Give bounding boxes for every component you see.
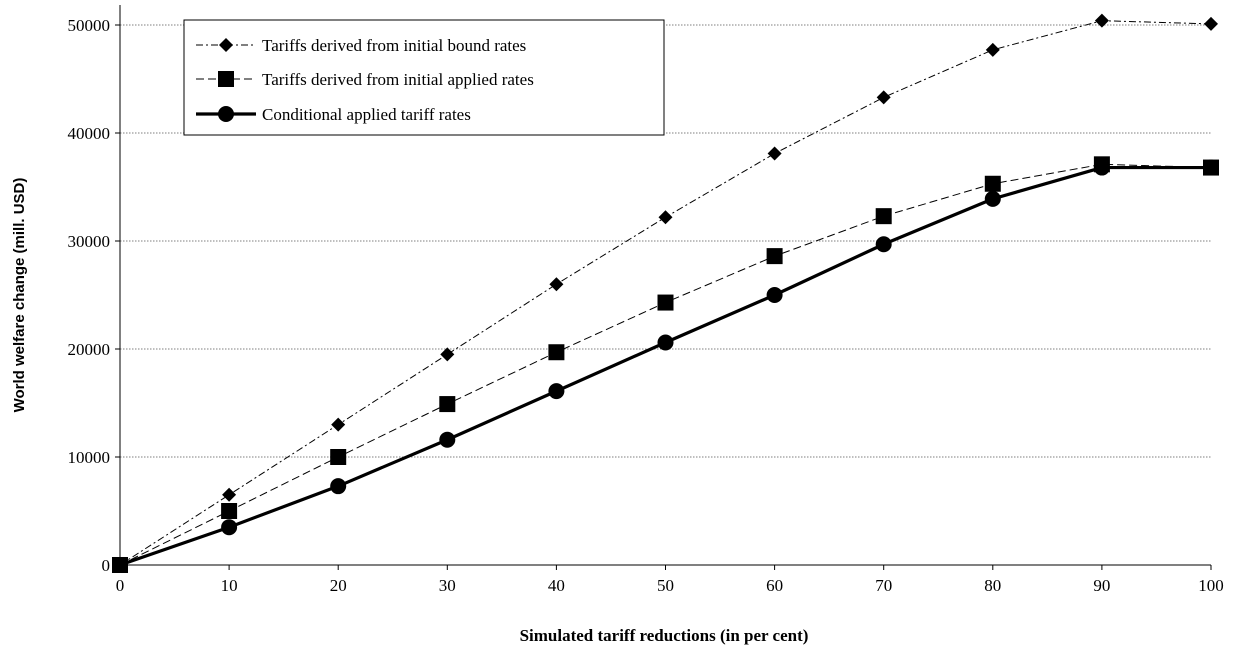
circle-marker-point xyxy=(984,190,1001,207)
y-axis-label: World welfare change (mill. USD) xyxy=(11,178,28,413)
y-tick-label: 50000 xyxy=(68,16,111,35)
circle-marker-point xyxy=(1093,159,1110,176)
diamond-marker-point xyxy=(1094,13,1109,28)
diamond-marker-point xyxy=(440,347,455,362)
circle-marker-point xyxy=(1203,159,1219,176)
x-tick-label: 60 xyxy=(766,576,783,595)
legend-label: Tariffs derived from initial bound rates xyxy=(262,36,526,55)
x-tick-label: 10 xyxy=(221,576,238,595)
legend-box xyxy=(183,19,665,136)
x-tick-label: 100 xyxy=(1198,576,1224,595)
diamond-marker-point xyxy=(658,210,673,225)
y-tick-label: 30000 xyxy=(68,232,111,251)
x-tick-label: 30 xyxy=(439,576,456,595)
circle-marker-point xyxy=(221,519,238,536)
y-tick-label: 40000 xyxy=(68,124,111,143)
x-tick-label: 70 xyxy=(875,576,892,595)
square-marker-point xyxy=(439,396,456,413)
diamond-marker-point xyxy=(549,277,564,292)
square-marker-point xyxy=(766,248,783,265)
circle-marker-point xyxy=(766,287,783,303)
square-marker-point xyxy=(984,175,1001,192)
diamond-marker-point xyxy=(331,417,346,432)
circle-marker-point xyxy=(330,478,347,495)
diamond-marker-point xyxy=(222,487,237,502)
diamond-marker-point xyxy=(985,42,1000,57)
y-tick-label: 20000 xyxy=(68,340,111,359)
legend-label: Conditional applied tariff rates xyxy=(262,105,471,124)
circle-marker-point xyxy=(548,383,565,400)
x-tick-label: 50 xyxy=(657,576,674,595)
circle-marker-point xyxy=(875,236,892,253)
diamond-marker-point xyxy=(876,90,891,105)
gridlines xyxy=(120,24,1211,458)
diamond-marker-point xyxy=(767,146,782,161)
data-series xyxy=(112,13,1219,573)
square-marker-point xyxy=(330,449,347,465)
legend-circle-marker xyxy=(218,106,234,122)
diamond-marker-point xyxy=(1204,16,1218,31)
y-tick-label: 10000 xyxy=(68,448,111,467)
x-axis-label: Simulated tariff reductions (in per cent… xyxy=(520,626,809,645)
y-tick-labels: 0 10000 20000 30000 40000 50000 xyxy=(68,16,111,575)
y-tick-label: 0 xyxy=(102,556,111,575)
circle-marker-point xyxy=(657,334,674,351)
square-marker-point xyxy=(875,208,892,225)
x-tick-label: 90 xyxy=(1093,576,1110,595)
x-tick-labels: 0 10 20 30 40 50 60 70 80 90 100 xyxy=(116,576,1224,595)
x-tick-label: 20 xyxy=(330,576,347,595)
legend: Tariffs derived from initial bound rates… xyxy=(183,19,665,136)
legend-diamond-marker xyxy=(219,38,233,52)
legend-label: Tariffs derived from initial applied rat… xyxy=(262,70,534,89)
axes xyxy=(115,5,1212,570)
square-marker-point xyxy=(657,294,674,311)
x-tick-label: 0 xyxy=(116,576,125,595)
legend-square-marker xyxy=(218,71,234,87)
series-line-circle xyxy=(119,165,1211,567)
circle-marker-point xyxy=(112,557,128,573)
square-marker-point xyxy=(221,503,238,519)
x-tick-label: 80 xyxy=(984,576,1001,595)
circle-marker-point xyxy=(439,431,456,448)
square-marker-point xyxy=(548,344,565,361)
x-tick-label: 40 xyxy=(548,576,565,595)
series-line-square xyxy=(119,163,1212,566)
